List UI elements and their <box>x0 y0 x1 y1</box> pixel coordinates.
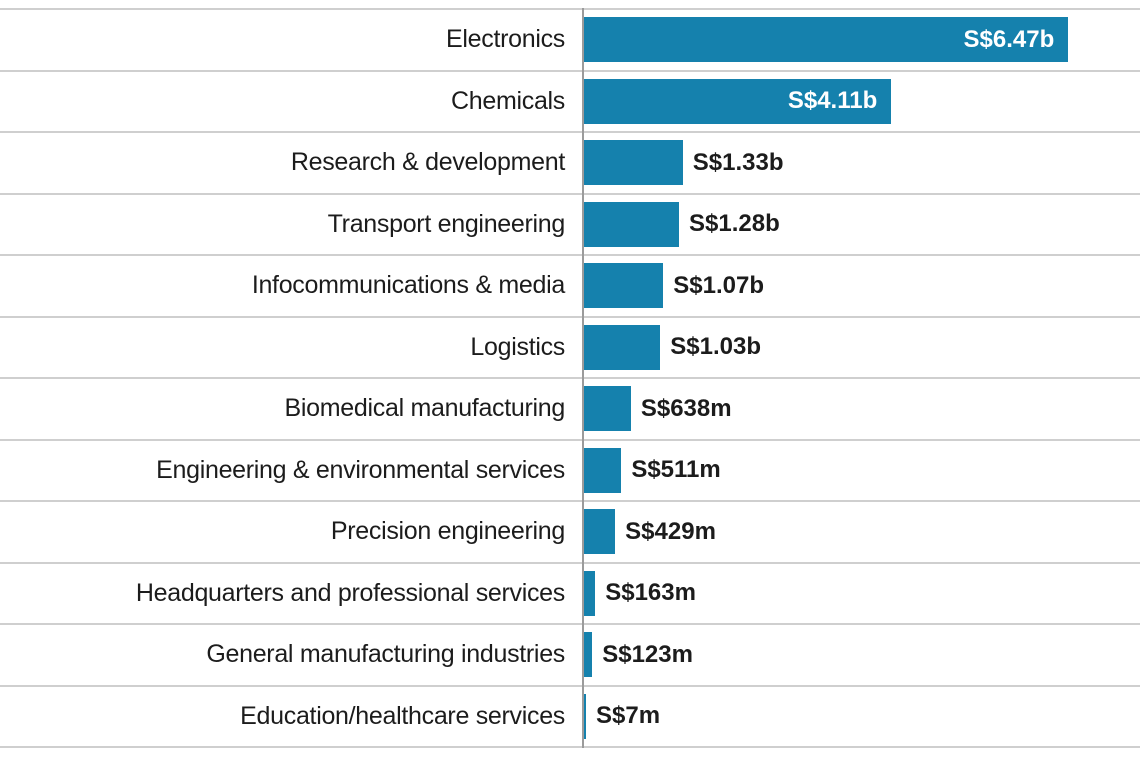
category-label: Engineering & environmental services <box>156 455 565 484</box>
category-label: Logistics <box>470 332 565 361</box>
value-label: S$4.11b <box>787 87 878 115</box>
category-label: Infocommunications & media <box>251 271 565 300</box>
bar <box>583 693 586 739</box>
category-label: Transport engineering <box>327 209 566 238</box>
category-label: Precision engineering <box>330 517 565 546</box>
chart-row: Biomedical manufacturing S$638m <box>0 377 1140 439</box>
chart-row: Electronics S$6.47b <box>0 8 1140 70</box>
value-label: S$1.28b <box>689 210 780 238</box>
bar <box>583 570 596 616</box>
value-label: S$7m <box>596 702 661 730</box>
bar <box>583 447 622 493</box>
category-label: Research & development <box>290 148 565 177</box>
bar-zone: S$1.03b <box>583 318 1140 378</box>
bar-chart: Electronics S$6.47b Chemicals S$4.11b Re… <box>0 8 1140 748</box>
bar-zone: S$163m <box>583 564 1140 624</box>
value-label: S$1.03b <box>670 333 761 361</box>
bar-zone: S$511m <box>583 441 1140 501</box>
bar-zone: S$1.07b <box>583 256 1140 316</box>
bar <box>583 386 631 432</box>
bar-zone: S$7m <box>583 687 1140 747</box>
value-label: S$638m <box>640 394 732 422</box>
chart-row: Education/healthcare services S$7m <box>0 684 1140 747</box>
value-label: S$429m <box>625 517 716 545</box>
chart-row: Headquarters and professional services S… <box>0 561 1140 624</box>
bar: S$6.47b <box>583 17 1069 63</box>
bar <box>583 509 616 555</box>
chart-row: Chemicals S$4.11b <box>0 69 1140 132</box>
bar <box>583 140 683 186</box>
chart-row: Research & development S$1.33b <box>0 131 1140 193</box>
vertical-axis-line <box>582 8 584 748</box>
category-label: General manufacturing industries <box>206 640 565 669</box>
value-label: S$1.33b <box>692 148 784 176</box>
value-label: S$123m <box>602 640 693 668</box>
category-label: Biomedical manufacturing <box>284 394 566 423</box>
bar <box>583 201 679 247</box>
chart-row: Infocommunications & media S$1.07b <box>0 254 1140 316</box>
bar-zone: S$638m <box>583 379 1140 439</box>
category-label: Education/healthcare services <box>240 701 565 730</box>
chart-row: Logistics S$1.03b <box>0 315 1140 378</box>
chart-row: General manufacturing industries S$123m <box>0 623 1140 685</box>
bar <box>583 324 661 370</box>
bar <box>583 632 593 678</box>
category-label: Electronics <box>446 25 565 54</box>
bar <box>583 263 664 309</box>
chart-row: Transport engineering S$1.28b <box>0 192 1140 255</box>
bar-zone: S$1.33b <box>583 133 1140 193</box>
value-label: S$6.47b <box>963 25 1055 53</box>
chart-rows: Electronics S$6.47b Chemicals S$4.11b Re… <box>0 8 1140 746</box>
value-label: S$1.07b <box>673 271 764 299</box>
chart-row: Engineering & environmental services S$5… <box>0 438 1140 501</box>
bar-zone: S$123m <box>583 625 1140 685</box>
category-label: Headquarters and professional services <box>135 578 565 607</box>
bar-zone: S$4.11b <box>583 72 1140 132</box>
value-label: S$163m <box>605 579 696 607</box>
bar-zone: S$1.28b <box>583 195 1140 255</box>
bar: S$4.11b <box>583 78 892 124</box>
bar-zone: S$6.47b <box>583 10 1140 70</box>
bar-zone: S$429m <box>583 502 1140 562</box>
category-label: Chemicals <box>451 86 565 115</box>
chart-row: Precision engineering S$429m <box>0 500 1140 562</box>
value-label: S$511m <box>631 456 721 484</box>
bottom-gridline <box>0 746 1140 748</box>
